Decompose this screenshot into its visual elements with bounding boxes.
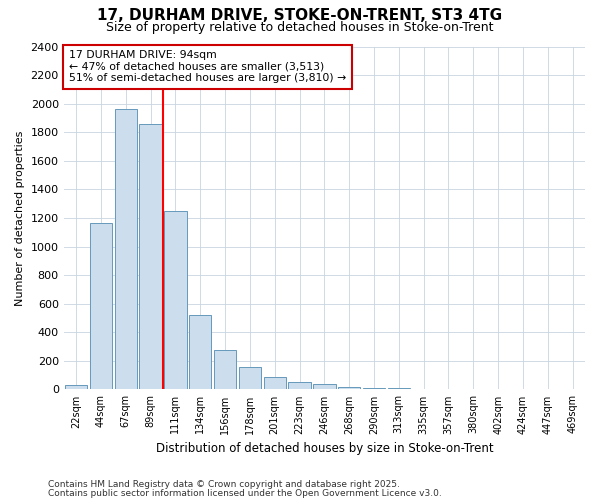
Bar [412,388,435,390]
Bar [189,315,211,390]
Bar [363,388,385,390]
Bar [338,386,361,390]
Text: Contains public sector information licensed under the Open Government Licence v3: Contains public sector information licen… [48,490,442,498]
Bar [239,368,261,390]
X-axis label: Distribution of detached houses by size in Stoke-on-Trent: Distribution of detached houses by size … [155,442,493,455]
Bar [90,223,112,390]
Text: 17, DURHAM DRIVE, STOKE-ON-TRENT, ST3 4TG: 17, DURHAM DRIVE, STOKE-ON-TRENT, ST3 4T… [97,8,503,22]
Bar [388,388,410,390]
Bar [289,382,311,390]
Bar [65,385,87,390]
Bar [214,350,236,390]
Text: 17 DURHAM DRIVE: 94sqm
← 47% of detached houses are smaller (3,513)
51% of semi-: 17 DURHAM DRIVE: 94sqm ← 47% of detached… [69,50,346,83]
Text: Contains HM Land Registry data © Crown copyright and database right 2025.: Contains HM Land Registry data © Crown c… [48,480,400,489]
Y-axis label: Number of detached properties: Number of detached properties [15,130,25,306]
Bar [115,110,137,390]
Bar [263,376,286,390]
Bar [139,124,162,390]
Bar [313,384,335,390]
Text: Size of property relative to detached houses in Stoke-on-Trent: Size of property relative to detached ho… [106,21,494,34]
Bar [164,211,187,390]
